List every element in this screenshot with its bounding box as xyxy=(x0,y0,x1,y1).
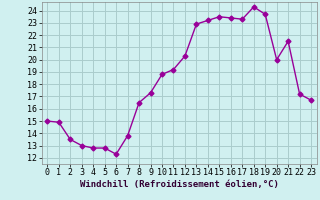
X-axis label: Windchill (Refroidissement éolien,°C): Windchill (Refroidissement éolien,°C) xyxy=(80,180,279,189)
